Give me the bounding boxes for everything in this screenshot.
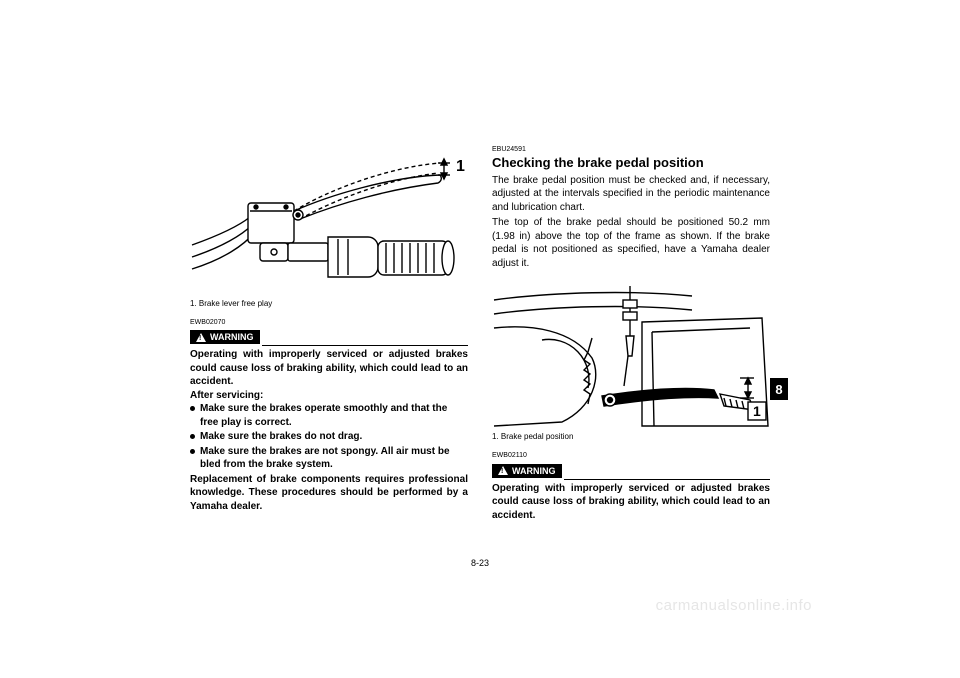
- brake-lever-illustration: 1: [190, 145, 468, 295]
- warning-code-right: EWB02110: [492, 451, 770, 460]
- brake-lever-caption: 1. Brake lever free play: [190, 299, 468, 310]
- warning-row-left: WARNING: [190, 329, 468, 348]
- watermark-text: carmanualsonline.info: [656, 597, 812, 614]
- brake-pedal-caption: 1. Brake pedal position: [492, 432, 770, 443]
- caption-text: Brake lever free play: [199, 299, 272, 308]
- after-servicing-label: After servicing:: [190, 389, 468, 403]
- servicing-bullets: Make sure the brakes operate smoothly an…: [190, 402, 468, 472]
- side-tab-number: 8: [775, 382, 782, 397]
- bullet-item: Make sure the brakes operate smoothly an…: [190, 402, 468, 429]
- caption-text: Brake pedal position: [501, 432, 574, 441]
- chapter-side-tab: 8: [770, 378, 788, 400]
- closing-paragraph: Replacement of brake components requires…: [190, 473, 468, 514]
- warning-triangle-icon: [196, 333, 206, 342]
- body-paragraph-2: The top of the brake pedal should be pos…: [492, 216, 770, 270]
- content-columns: 1 1. Brake lever free play EWB02070 WARN…: [190, 145, 770, 522]
- bullet-item: Make sure the brakes do not drag.: [190, 430, 468, 444]
- brake-pedal-figure: 1 1. Brake pedal position: [492, 278, 770, 443]
- warning-label-text: WARNING: [210, 331, 254, 343]
- callout-1-label-right: 1: [753, 403, 761, 419]
- warning-row-right: WARNING: [492, 463, 770, 482]
- warning-triangle-icon: [498, 466, 508, 475]
- brake-pedal-illustration: 1: [492, 278, 770, 428]
- caption-prefix: 1.: [492, 432, 499, 441]
- caption-prefix: 1.: [190, 299, 197, 308]
- section-code-right: EBU24591: [492, 145, 770, 154]
- warning-rule: [262, 345, 469, 346]
- callout-1-label: 1: [456, 158, 465, 175]
- right-column: EBU24591 Checking the brake pedal positi…: [492, 145, 770, 522]
- brake-lever-figure: 1 1. Brake lever free play: [190, 145, 468, 310]
- warning-body-right: Operating with improperly serviced or ad…: [492, 482, 770, 523]
- left-column: 1 1. Brake lever free play EWB02070 WARN…: [190, 145, 468, 522]
- manual-page: 1 1. Brake lever free play EWB02070 WARN…: [0, 0, 960, 678]
- warning-badge-right: WARNING: [492, 464, 562, 478]
- body-paragraph-1: The brake pedal position must be checked…: [492, 174, 770, 215]
- warning-badge-left: WARNING: [190, 330, 260, 344]
- section-heading: Checking the brake pedal position: [492, 154, 770, 172]
- bullet-item: Make sure the brakes are not spongy. All…: [190, 445, 468, 472]
- warning-code-left: EWB02070: [190, 318, 468, 327]
- warning-intro-left: Operating with improperly serviced or ad…: [190, 348, 468, 389]
- page-number: 8-23: [0, 558, 960, 568]
- warning-label-text: WARNING: [512, 465, 556, 477]
- warning-rule: [564, 479, 771, 480]
